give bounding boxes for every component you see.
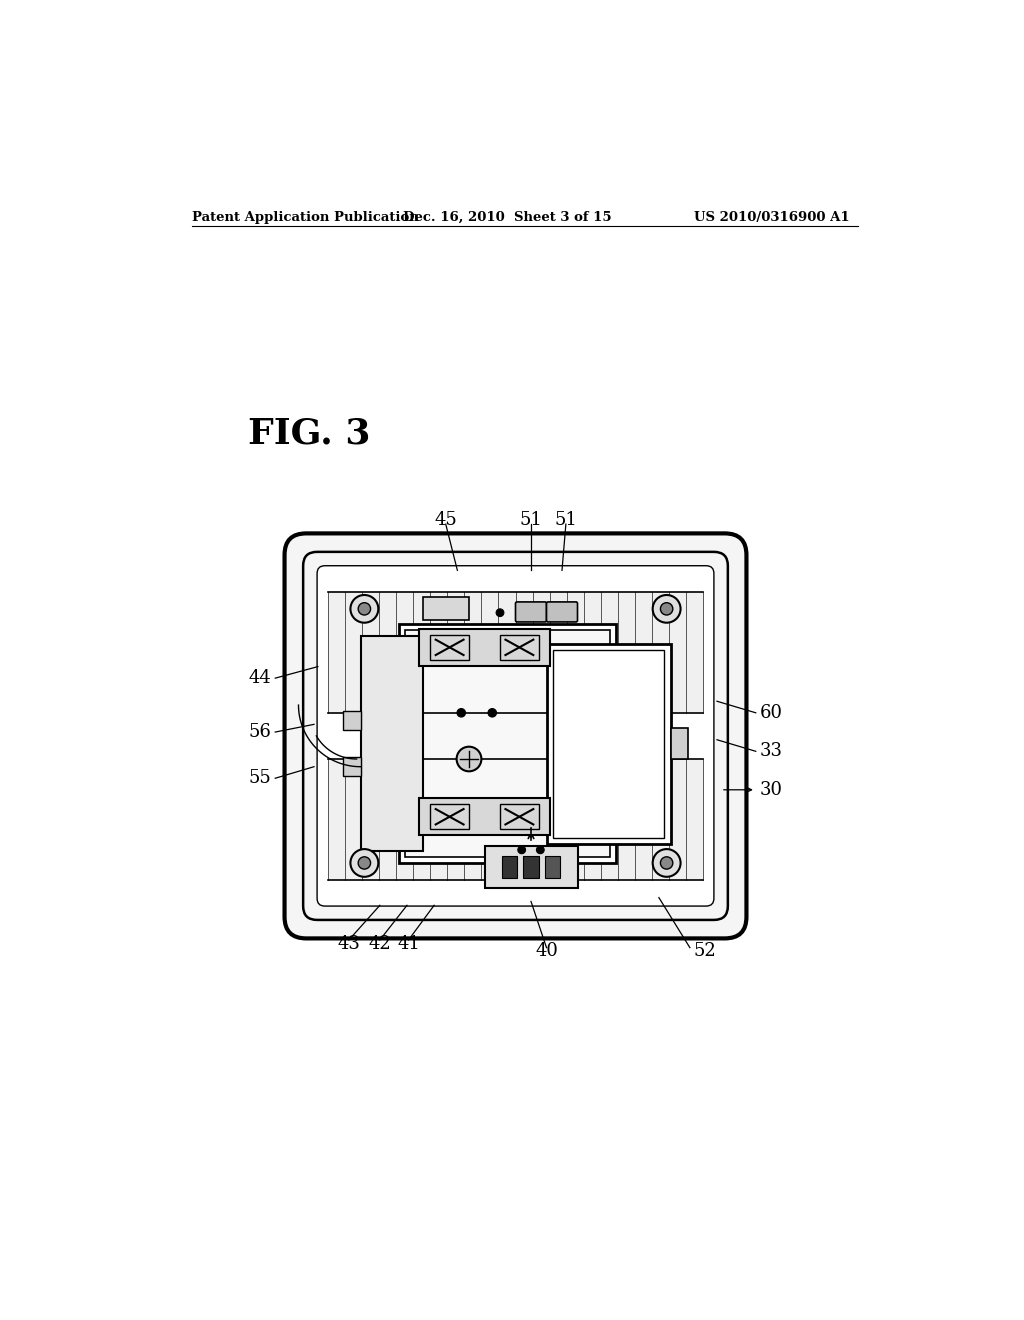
Text: FIG. 3: FIG. 3 [248,416,371,450]
Text: 30: 30 [760,781,782,799]
Circle shape [358,603,371,615]
Text: 51: 51 [519,511,543,529]
Bar [523,857,539,878]
Text: 41: 41 [397,935,420,953]
Bar [502,857,517,878]
Bar [553,649,665,838]
Circle shape [457,709,466,717]
Text: US 2010/0316900 A1: US 2010/0316900 A1 [693,211,849,224]
Bar [430,635,469,660]
FancyBboxPatch shape [285,533,746,939]
Text: 33: 33 [760,742,782,760]
Bar [423,597,469,620]
Text: 52: 52 [693,942,717,961]
Text: 40: 40 [536,942,558,961]
FancyBboxPatch shape [317,566,714,906]
Text: 42: 42 [369,935,391,953]
Circle shape [660,857,673,869]
Circle shape [537,846,544,854]
Bar [430,804,469,829]
Circle shape [350,595,378,623]
Circle shape [652,849,681,876]
Bar [360,636,423,851]
Circle shape [496,609,504,616]
Bar [343,758,360,776]
Bar [419,628,550,665]
Text: 51: 51 [554,511,578,529]
Bar [547,644,671,843]
Text: 55: 55 [249,770,271,787]
Text: Patent Application Publication: Patent Application Publication [191,211,418,224]
Text: 43: 43 [338,935,360,953]
Bar [406,631,610,857]
Bar [328,591,703,713]
Bar [328,759,703,880]
Text: 60: 60 [760,704,782,722]
FancyBboxPatch shape [547,602,578,622]
Bar [399,624,616,863]
Text: Dec. 16, 2010  Sheet 3 of 15: Dec. 16, 2010 Sheet 3 of 15 [403,211,611,224]
Circle shape [358,857,371,869]
Circle shape [660,603,673,615]
Bar [343,711,360,730]
Bar [500,804,539,829]
Bar [484,846,578,888]
Circle shape [350,849,378,876]
FancyBboxPatch shape [515,602,547,622]
Text: 45: 45 [434,511,457,529]
Bar [671,729,687,759]
Text: 44: 44 [249,669,271,688]
Circle shape [488,709,497,717]
Bar [500,635,539,660]
Text: 56: 56 [249,723,271,741]
Circle shape [518,846,525,854]
Bar [419,799,550,836]
Circle shape [457,747,481,771]
Circle shape [652,595,681,623]
Bar [545,857,560,878]
